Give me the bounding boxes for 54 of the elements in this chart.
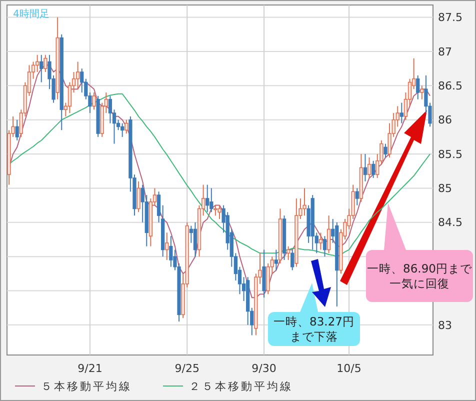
candlestick: [15, 119, 19, 141]
candlestick: [40, 54, 44, 83]
line-series: [8, 93, 430, 258]
candlestick: [68, 82, 72, 114]
candlestick: [326, 215, 331, 254]
x-tick-label: 9/21: [78, 362, 102, 375]
annotation: 一時、83.27円: [274, 314, 354, 329]
y-tick-label: 85: [438, 182, 452, 196]
candlestick: [416, 74, 420, 100]
y-tick-label: 87: [438, 45, 452, 58]
x-tick-label: 10/5: [336, 362, 362, 375]
candlestick: [169, 236, 173, 268]
candlestick: [367, 156, 372, 178]
candlestick: [193, 222, 198, 258]
x-tick-label: 9/25: [174, 362, 200, 375]
y-tick-label: 87.5: [438, 11, 462, 24]
candlestick: [322, 236, 327, 258]
candlestick: [355, 188, 359, 206]
candlestick: [80, 68, 84, 93]
legend-label: ５本移動平均線: [41, 380, 132, 393]
candlestick: [400, 102, 404, 124]
candlestick: [206, 184, 210, 213]
candlestick: [44, 54, 48, 72]
y-tick-label: 85.5: [438, 148, 462, 161]
candlestick: [363, 154, 368, 182]
candlestick: [274, 249, 278, 271]
candlestick: [108, 95, 112, 124]
candlestick: [290, 249, 294, 271]
candlestick: [318, 232, 323, 250]
annotation: 一気に回復: [390, 276, 450, 291]
candlestick: [76, 61, 80, 90]
candlestick: [136, 180, 140, 213]
candlestick: [165, 232, 169, 260]
candlestick: [218, 204, 222, 220]
candlestick: [262, 249, 266, 298]
candlestick: [286, 246, 290, 260]
legend-label: ２５本移動平均線: [189, 380, 293, 393]
candlestick: [214, 204, 218, 216]
y-tick-label: 84.5: [438, 216, 462, 230]
candlestick: [302, 188, 306, 216]
annotation: まで下落: [290, 330, 338, 344]
chart-title: 4時間足: [13, 8, 50, 20]
annotation: 一時、86.90円まで: [367, 262, 473, 276]
candlestick: [120, 122, 124, 138]
candlestick: [124, 119, 128, 134]
y-tick-label: 86: [438, 114, 452, 127]
y-tick-label: 83: [438, 318, 452, 332]
x-tick-label: 9/30: [252, 362, 276, 375]
candlestick: [92, 92, 96, 110]
candlestick: [372, 160, 376, 178]
candlestick: [210, 188, 214, 213]
candlestick: [384, 143, 388, 158]
candlestick: [420, 85, 424, 100]
y-tick-label: 86.5: [438, 80, 462, 93]
